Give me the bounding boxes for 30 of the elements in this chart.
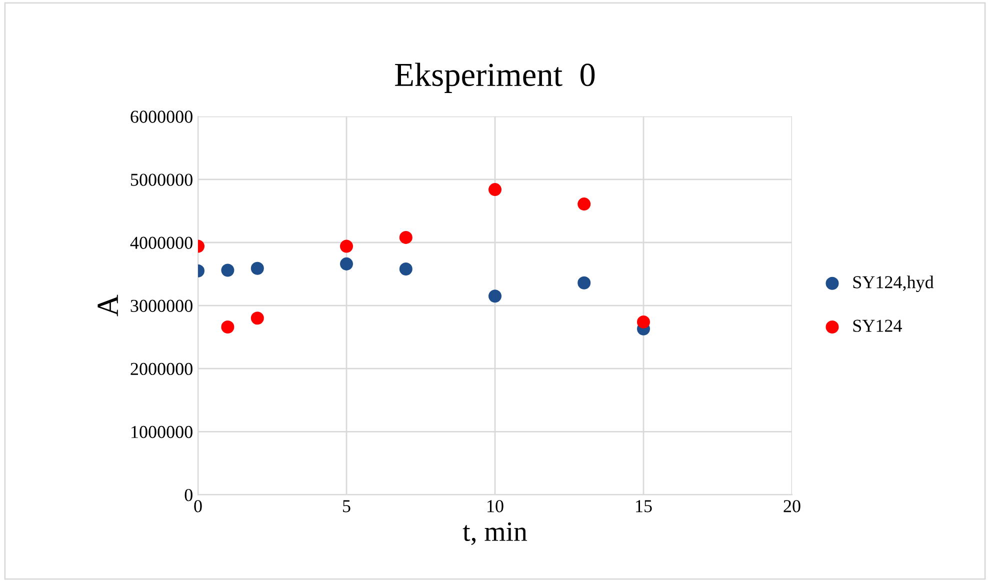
y-axis-title: A	[98, 294, 118, 316]
point	[250, 262, 264, 275]
chart-title: Eksperiment 0	[395, 62, 595, 93]
x-tick-label: 15	[636, 500, 652, 512]
point	[221, 264, 234, 277]
y-tick-label: 4000000	[130, 236, 192, 249]
x-tick-label: 0	[194, 500, 202, 512]
point	[488, 183, 502, 196]
point	[399, 262, 412, 276]
point	[636, 315, 650, 328]
y-tick-label: 2000000	[130, 362, 192, 376]
x-tick-label: 5	[343, 500, 350, 512]
y-tick-label: 1000000	[132, 426, 192, 438]
x-tick-label: 20	[784, 500, 800, 512]
x-axis-title: t, min	[462, 522, 527, 546]
y-tick-label: 5000000	[130, 174, 192, 186]
point	[340, 240, 354, 253]
legend-label: SY124,hyd	[853, 276, 934, 292]
point	[399, 230, 412, 244]
point	[578, 276, 591, 290]
y-tick-label: 3000000	[130, 300, 192, 312]
point	[488, 290, 502, 303]
point	[221, 320, 234, 334]
point	[250, 312, 264, 325]
x-tick-label: 10	[488, 500, 504, 512]
y-tick-label: 6000000	[130, 110, 192, 123]
point	[340, 257, 354, 270]
y-tick-label: 0	[184, 488, 192, 502]
legend-label: SY124	[853, 320, 902, 332]
point	[578, 198, 591, 211]
